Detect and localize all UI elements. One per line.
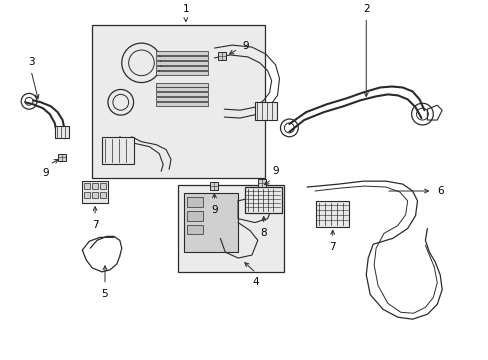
Text: 4: 4	[252, 277, 259, 287]
Text: 9: 9	[42, 168, 49, 178]
Text: 3: 3	[28, 57, 34, 67]
Bar	[244, 187, 282, 213]
Bar	[156, 93, 207, 96]
Bar	[156, 102, 207, 106]
Bar	[186, 225, 202, 234]
Bar	[156, 97, 207, 101]
Bar	[58, 154, 65, 161]
Text: 7: 7	[92, 220, 98, 230]
Text: 9: 9	[211, 205, 217, 215]
Bar	[156, 87, 207, 91]
Bar	[156, 71, 207, 75]
Bar	[178, 185, 284, 272]
Bar	[92, 192, 98, 198]
Bar	[210, 182, 218, 190]
Text: 7: 7	[329, 242, 335, 252]
Text: 8: 8	[260, 229, 266, 238]
Bar	[156, 56, 207, 60]
Bar	[186, 211, 202, 221]
Bar	[257, 179, 265, 187]
Bar	[84, 183, 90, 189]
Text: 2: 2	[362, 4, 369, 14]
Bar	[156, 66, 207, 70]
Bar	[100, 183, 106, 189]
Bar	[315, 201, 349, 226]
Bar	[156, 61, 207, 65]
Bar	[156, 82, 207, 86]
Bar	[82, 181, 108, 203]
Text: 9: 9	[242, 41, 248, 51]
Bar	[100, 192, 106, 198]
Text: 5: 5	[102, 289, 108, 298]
Bar	[186, 197, 202, 207]
Bar	[156, 51, 207, 55]
Bar	[92, 183, 98, 189]
Text: 1: 1	[182, 4, 189, 14]
Bar	[218, 52, 226, 60]
Bar	[55, 126, 68, 138]
Text: 6: 6	[436, 186, 443, 196]
Bar	[92, 25, 264, 178]
Bar	[254, 102, 276, 120]
Bar	[84, 192, 90, 198]
Bar	[183, 193, 238, 252]
Bar	[102, 137, 133, 165]
Text: 9: 9	[272, 166, 278, 176]
